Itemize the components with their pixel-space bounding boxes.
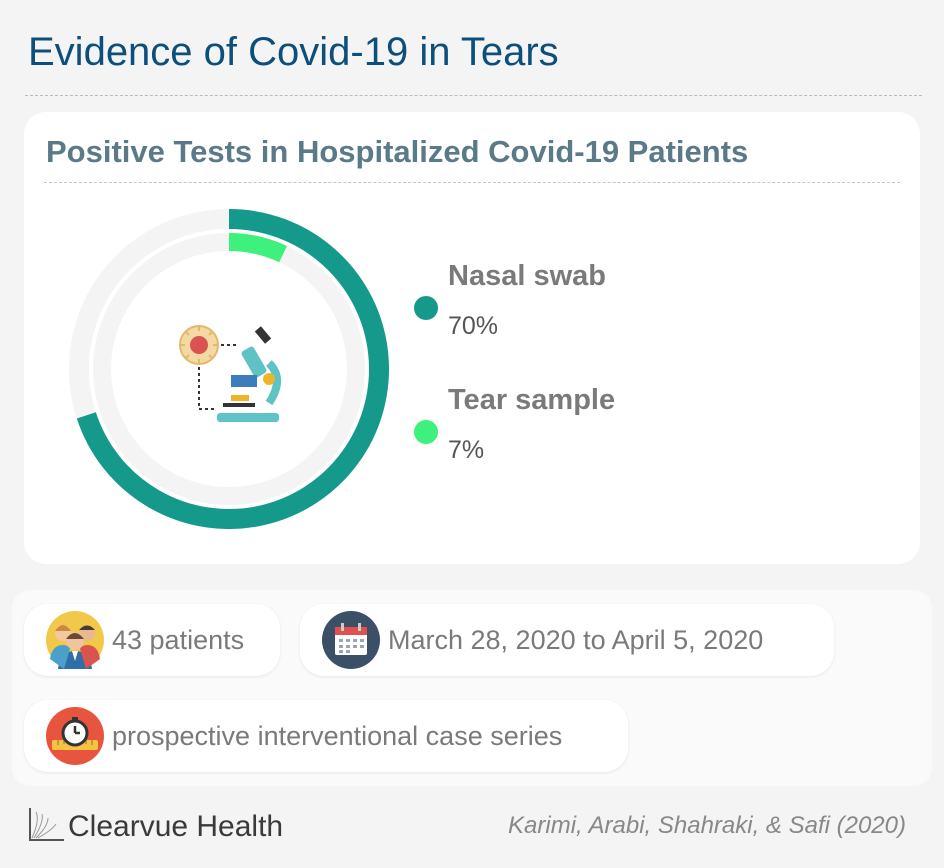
legend-dot-nasal-swab [414,296,438,320]
clearvue-logo-icon [29,808,64,841]
donut-slice-nasal-swab [76,209,389,529]
brand: Clearvue Health [26,800,283,844]
patients-text: 43 patients [112,624,245,655]
legend-dot-tear-sample [414,420,438,444]
donut-chart [69,209,389,529]
brand-name: Clearvue Health [68,810,284,843]
chart-title-divider [44,182,900,183]
chart-title: Positive Tests in Hospitalized Covid-19 … [46,134,749,169]
calendar-icon [322,611,380,669]
patients-pill: 43 patients [24,604,280,676]
title-divider [25,95,922,96]
ring-gap [91,231,367,507]
study-type-text: prospective interventional case series [112,720,563,751]
stopwatch-ruler-icon [46,707,104,765]
study-type-pill: prospective interventional case series [24,700,628,772]
legend-label-nasal-swab: Nasal swab [448,260,606,292]
patients-icon [46,611,104,669]
citation: Karimi, Arabi, Shahraki, & Safi (2020) [508,812,906,839]
legend-label-tear-sample: Tear sample [448,384,616,416]
microscope-virus-icon [179,325,281,422]
dates-pill: March 28, 2020 to April 5, 2020 [300,604,834,676]
legend-value-tear-sample: 7% [448,436,485,464]
page-title: Evidence of Covid-19 in Tears [28,30,559,74]
legend-value-nasal-swab: 70% [448,312,499,340]
dates-text: March 28, 2020 to April 5, 2020 [388,624,764,655]
chart-card: Positive Tests in Hospitalized Covid-19 … [24,112,920,564]
donut-slice-tear-sample [228,233,287,263]
